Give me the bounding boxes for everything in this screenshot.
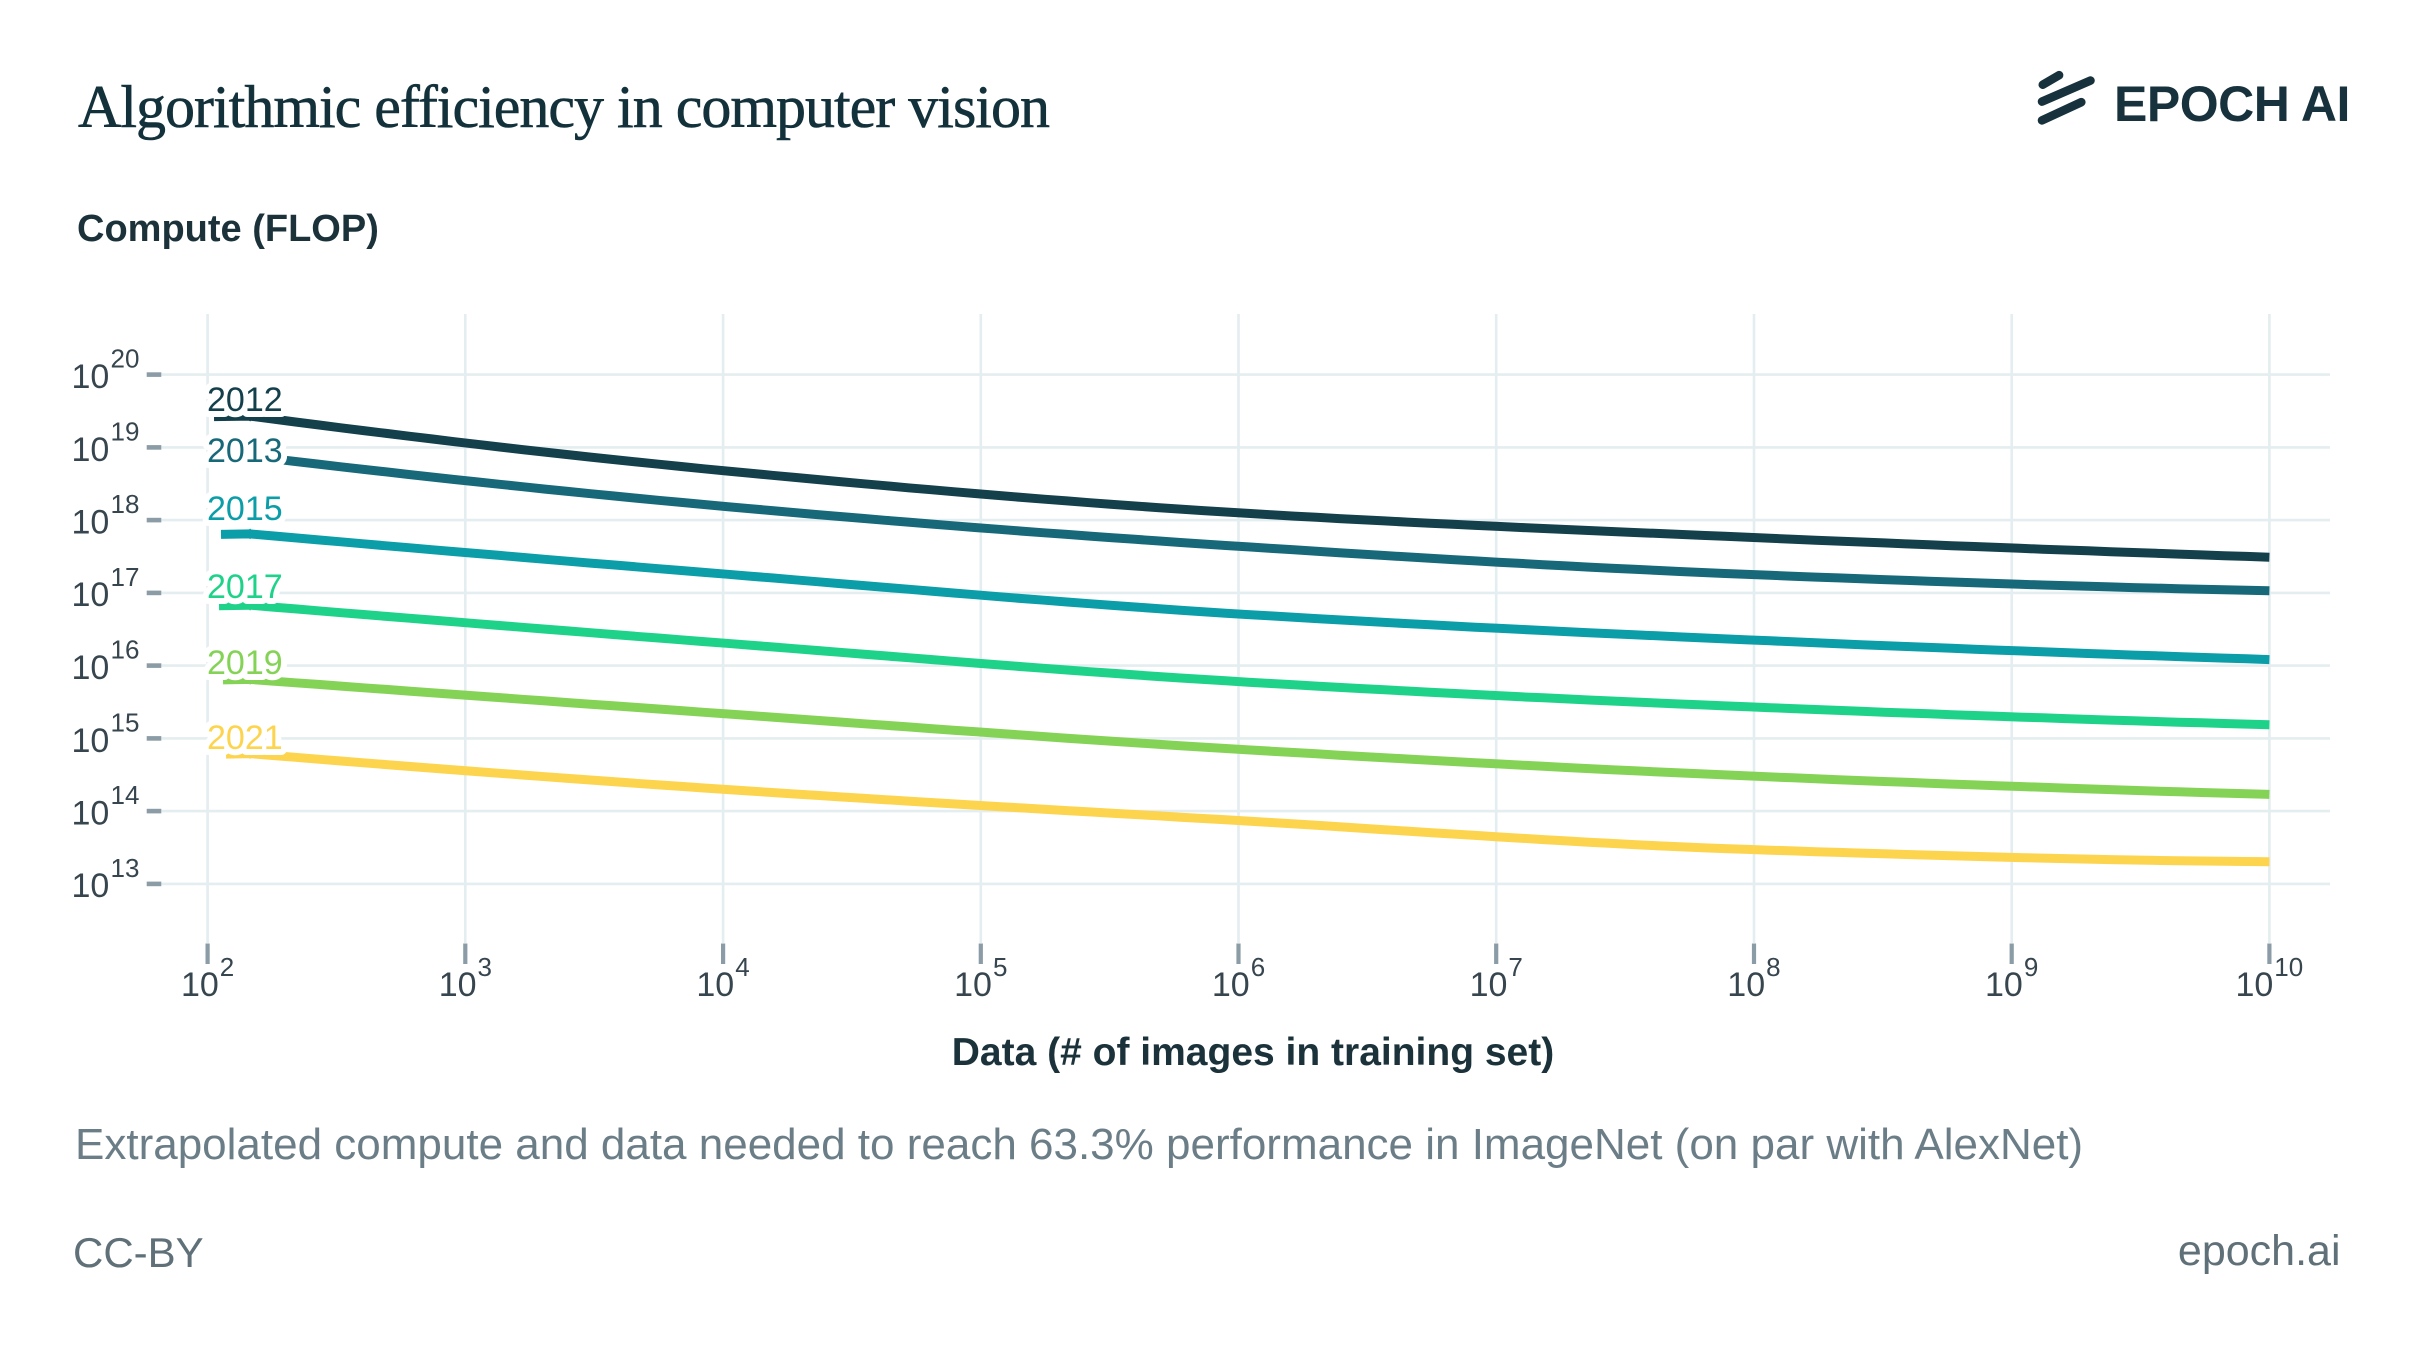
svg-text:6: 6 <box>1251 952 1265 982</box>
svg-text:15: 15 <box>111 707 140 737</box>
svg-text:EPOCH AI: EPOCH AI <box>2114 76 2350 132</box>
svg-text:10: 10 <box>72 504 110 542</box>
svg-text:2021: 2021 <box>207 719 283 757</box>
svg-text:10: 10 <box>72 576 110 614</box>
svg-text:18: 18 <box>111 489 140 519</box>
svg-text:16: 16 <box>111 635 140 665</box>
svg-text:2013: 2013 <box>207 432 283 470</box>
svg-text:17: 17 <box>111 562 140 592</box>
svg-text:4: 4 <box>735 952 749 982</box>
svg-text:2012: 2012 <box>207 381 283 419</box>
svg-text:5: 5 <box>993 952 1007 982</box>
svg-text:10: 10 <box>1470 966 1508 1004</box>
svg-text:10: 10 <box>181 966 219 1004</box>
svg-text:10: 10 <box>72 795 110 833</box>
svg-text:14: 14 <box>111 780 140 810</box>
svg-text:10: 10 <box>72 649 110 687</box>
svg-text:10: 10 <box>2274 952 2303 982</box>
svg-text:20: 20 <box>111 344 140 374</box>
svg-text:10: 10 <box>696 966 734 1004</box>
svg-text:19: 19 <box>111 416 140 446</box>
svg-text:2017: 2017 <box>207 568 283 606</box>
svg-text:10: 10 <box>1212 966 1250 1004</box>
svg-text:7: 7 <box>1508 952 1522 982</box>
svg-text:13: 13 <box>111 853 140 883</box>
svg-text:9: 9 <box>2024 952 2038 982</box>
svg-text:10: 10 <box>72 431 110 469</box>
svg-text:10: 10 <box>72 867 110 905</box>
svg-text:Data (# of images in training: Data (# of images in training set) <box>952 1031 1554 1074</box>
svg-text:3: 3 <box>478 952 492 982</box>
svg-text:2: 2 <box>220 952 234 982</box>
svg-text:10: 10 <box>439 966 477 1004</box>
svg-text:10: 10 <box>1985 966 2023 1004</box>
svg-text:8: 8 <box>1766 952 1780 982</box>
svg-text:10: 10 <box>72 722 110 760</box>
svg-text:10: 10 <box>2236 966 2274 1004</box>
svg-text:2015: 2015 <box>207 490 283 528</box>
svg-text:10: 10 <box>1727 966 1765 1004</box>
svg-text:2019: 2019 <box>207 644 283 682</box>
svg-text:10: 10 <box>954 966 992 1004</box>
svg-text:10: 10 <box>72 358 110 396</box>
